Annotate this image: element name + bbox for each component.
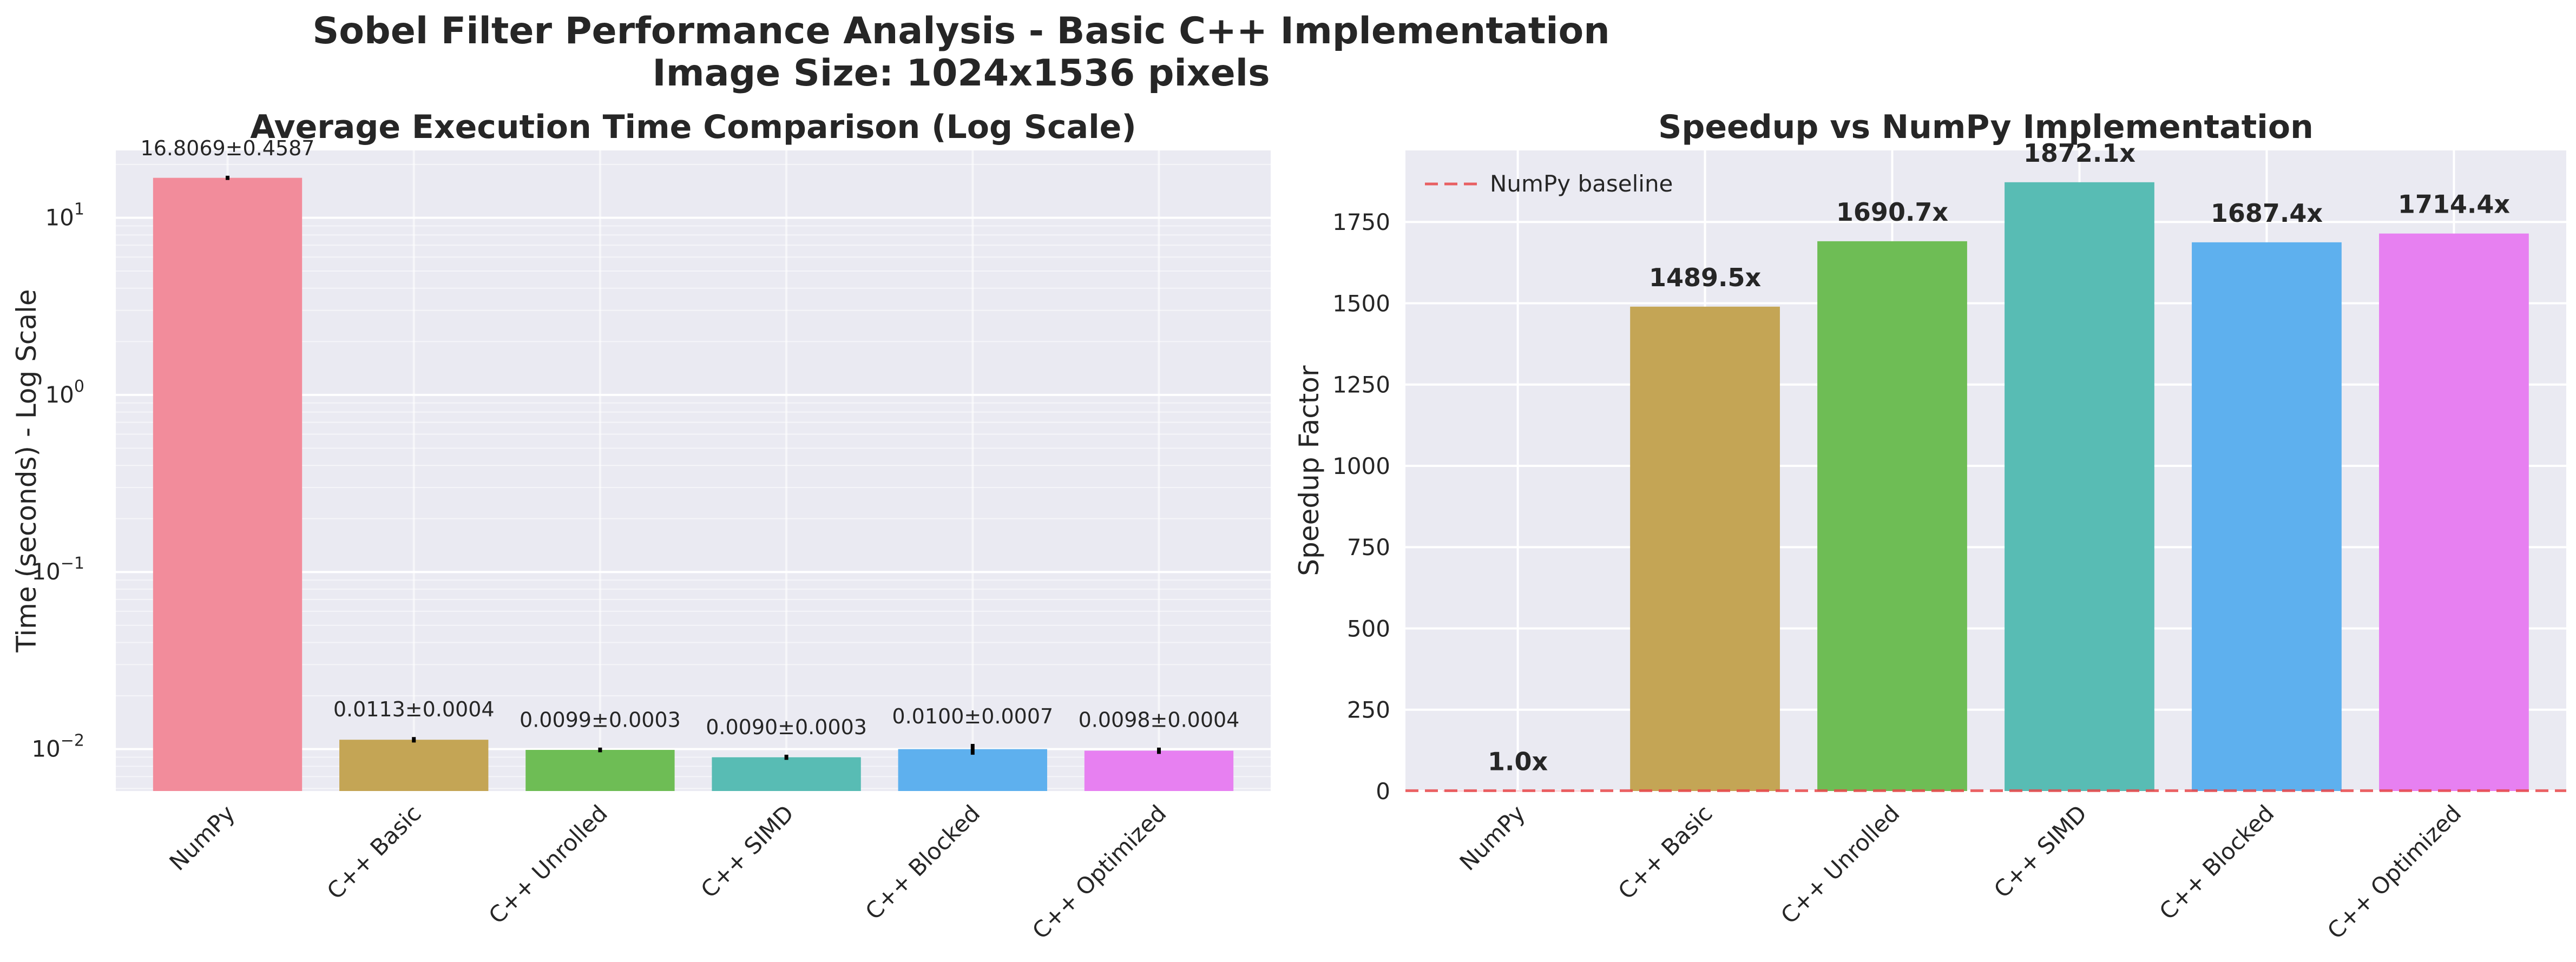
bar-cpp-unrolled bbox=[1817, 241, 1967, 792]
value-label-numpy: 1.0x bbox=[1488, 747, 1548, 776]
x-tick-label-cpp-blocked: C++ Blocked bbox=[2154, 800, 2279, 925]
x-tick-label-cpp-unrolled: C++ Unrolled bbox=[483, 800, 613, 929]
x-tick-label-cpp-optimized: C++ Optimized bbox=[2322, 800, 2467, 944]
value-label-cpp-optimized: 0.0098±0.0004 bbox=[1079, 708, 1240, 732]
chart-title-2: Speedup vs NumPy Implementation bbox=[1658, 108, 2314, 146]
figure-subtitle: Image Size: 1024x1536 pixels bbox=[652, 52, 1270, 95]
x-tick-label-cpp-simd: C++ SIMD bbox=[1989, 800, 2092, 903]
x-tick-label-cpp-basic: C++ Basic bbox=[322, 800, 426, 904]
legend-label: NumPy baseline bbox=[1490, 170, 1673, 197]
y-tick-label: 1500 bbox=[1332, 290, 1390, 317]
value-label-cpp-simd: 1872.1x bbox=[2023, 139, 2135, 168]
y-tick-label: 1000 bbox=[1332, 453, 1390, 479]
bar-cpp-blocked bbox=[898, 749, 1047, 791]
bar-cpp-simd bbox=[712, 757, 861, 791]
bar-cpp-unrolled bbox=[525, 749, 675, 791]
bar-numpy bbox=[1443, 790, 1593, 792]
execution-time-chart: 10−2 10−1 100 101 16.8069±0.4587 NumPy 0.0113±… bbox=[11, 108, 1271, 944]
y-tick-label: 10−2 bbox=[31, 732, 84, 762]
x-tick-label-cpp-optimized: C++ Optimized bbox=[1027, 800, 1172, 944]
y-tick-label: 1250 bbox=[1332, 372, 1390, 398]
chart-title-1: Average Execution Time Comparison (Log S… bbox=[250, 108, 1136, 146]
x-tick-label-cpp-blocked: C++ Blocked bbox=[860, 800, 985, 925]
y-tick-label: 500 bbox=[1347, 615, 1390, 642]
value-label-cpp-simd: 0.0090±0.0003 bbox=[706, 715, 867, 739]
y-tick-label: 101 bbox=[45, 200, 84, 230]
y-tick-label: 750 bbox=[1347, 534, 1390, 561]
y-tick-label: 0 bbox=[1376, 778, 1390, 805]
x-tick-label-numpy: NumPy bbox=[1455, 800, 1530, 875]
bar-cpp-optimized bbox=[1084, 750, 1234, 791]
value-label-cpp-unrolled: 0.0099±0.0003 bbox=[520, 708, 681, 732]
figure-title: Sobel Filter Performance Analysis - Basi… bbox=[312, 10, 1609, 52]
x-tick-label-cpp-basic: C++ Basic bbox=[1613, 800, 1717, 904]
y-tick-label: 100 bbox=[45, 377, 84, 408]
x-tick-label-numpy: NumPy bbox=[164, 800, 240, 875]
value-label-cpp-blocked: 0.0100±0.0007 bbox=[892, 704, 1053, 728]
bar-cpp-blocked bbox=[2192, 242, 2342, 791]
bar-cpp-basic bbox=[339, 740, 489, 791]
bar-numpy bbox=[153, 177, 303, 791]
y-tick-label: 10−1 bbox=[31, 554, 84, 585]
bar-cpp-basic bbox=[1630, 306, 1780, 791]
value-label-cpp-basic: 1489.5x bbox=[1649, 263, 1761, 292]
x-tick-label-cpp-simd: C++ SIMD bbox=[695, 800, 799, 903]
y-axis-label-2: Speedup Factor bbox=[1293, 365, 1325, 576]
value-label-cpp-blocked: 1687.4x bbox=[2211, 199, 2323, 228]
value-label-cpp-unrolled: 1690.7x bbox=[1836, 197, 1948, 227]
plot-area-2 bbox=[1405, 150, 2566, 791]
bar-cpp-optimized bbox=[2379, 233, 2529, 791]
y-axis-label-1: Time (seconds) - Log Scale bbox=[11, 289, 42, 653]
y-tick-label: 1750 bbox=[1332, 209, 1390, 235]
speedup-chart: 0 250 500 750 1000 1250 1500 1750 1.0x NumPy 1489.… bbox=[1293, 108, 2566, 944]
y-tick-label: 250 bbox=[1347, 697, 1390, 723]
bar-cpp-simd bbox=[2005, 182, 2154, 792]
value-label-cpp-basic: 0.0113±0.0004 bbox=[333, 697, 495, 721]
value-label-numpy: 16.8069±0.4587 bbox=[141, 136, 315, 160]
value-label-cpp-optimized: 1714.4x bbox=[2398, 190, 2510, 219]
x-tick-label-cpp-unrolled: C++ Unrolled bbox=[1776, 800, 1905, 929]
